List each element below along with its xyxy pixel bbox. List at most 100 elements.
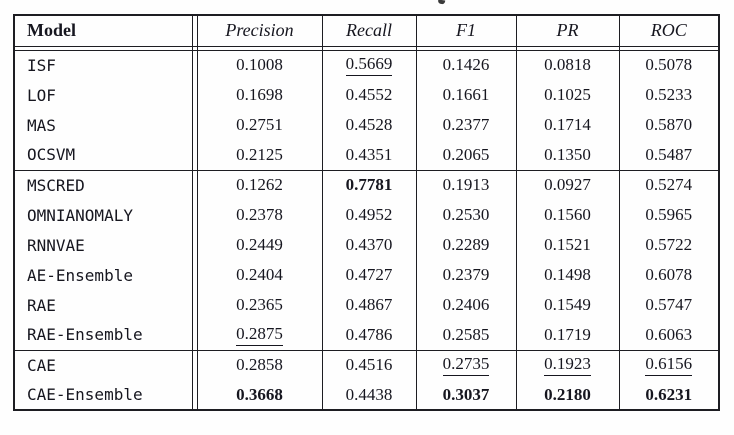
metric-value-cell: 0.5669 (321, 50, 416, 80)
table-row: MSCRED 0.1262 0.7781 0.1913 0.0927 0.5274 (14, 169, 719, 200)
metric-value: 0.2875 (236, 324, 283, 346)
metric-value: 0.2377 (442, 115, 490, 134)
model-name-cell: MSCRED (14, 169, 193, 200)
caption-artifact (437, 0, 446, 5)
metric-value-cell: 0.2065 (415, 140, 516, 170)
metric-value-cell: 0.6063 (618, 320, 719, 350)
metric-value: 0.1714 (544, 115, 591, 134)
metric-value: 0.1698 (236, 85, 283, 104)
metric-value: 0.1913 (442, 175, 490, 195)
metric-value: 0.4867 (345, 295, 393, 314)
metric-value: 0.1719 (544, 324, 591, 344)
metric-value-cell: 0.1262 (196, 169, 322, 200)
metric-value-cell: 0.1426 (415, 50, 516, 80)
metric-value: 0.2858 (236, 355, 283, 375)
column-header-model: Model (14, 15, 193, 47)
metric-value: 0.4528 (345, 115, 393, 134)
metric-value-cell: 0.1560 (515, 200, 619, 230)
model-group-proposed: CAE 0.2858 0.4516 0.2735 0.1923 0.6156 CAE-Ens… (14, 349, 719, 410)
metric-value-cell: 0.2751 (196, 110, 322, 140)
metric-value-cell: 0.2875 (196, 320, 322, 350)
metric-value-cell: 0.5487 (618, 140, 719, 170)
metric-value-cell: 0.4370 (321, 230, 416, 260)
metric-value-cell: 0.2289 (415, 230, 516, 260)
model-name-cell: RNNVAE (14, 230, 193, 260)
column-header-roc: ROC (618, 15, 719, 47)
metric-value-cell: 0.2365 (196, 290, 322, 320)
table-row: OMNIANOMALY 0.2378 0.4952 0.2530 0.1560 0.596… (14, 200, 719, 230)
metric-value-cell: 0.0927 (515, 169, 619, 200)
metric-value: 0.5487 (645, 144, 693, 164)
metric-value: 0.2585 (442, 324, 490, 344)
table-row: CAE 0.2858 0.4516 0.2735 0.1923 0.6156 (14, 349, 719, 380)
metric-value: 0.5078 (645, 55, 693, 75)
metric-value: 0.2065 (442, 144, 490, 164)
metric-value-cell: 0.1498 (515, 260, 619, 290)
metric-value-cell: 0.3037 (415, 380, 516, 410)
model-group-deep: MSCRED 0.1262 0.7781 0.1913 0.0927 0.5274 OMNI… (14, 169, 719, 350)
model-name-cell: CAE (14, 349, 193, 380)
metric-value-cell: 0.5722 (618, 230, 719, 260)
results-table: Model Precision Recall F1 PR ROC ISF 0.10… (13, 14, 720, 411)
metric-value-cell: 0.1521 (515, 230, 619, 260)
model-name-cell: OCSVM (14, 140, 193, 170)
metric-value-cell: 0.2858 (196, 349, 322, 380)
metric-value-cell: 0.5274 (618, 169, 719, 200)
metric-value-cell: 0.4786 (321, 320, 416, 350)
metric-value-cell: 0.3668 (196, 380, 322, 410)
metric-value: 0.6078 (645, 265, 693, 284)
model-name-cell: CAE-Ensemble (14, 380, 193, 410)
metric-value-cell: 0.2406 (415, 290, 516, 320)
metric-value-cell: 0.4351 (321, 140, 416, 170)
metric-value-cell: 0.1913 (415, 169, 516, 200)
metric-value: 0.5669 (345, 55, 393, 77)
table-row: LOF 0.1698 0.4552 0.1661 0.1025 0.5233 (14, 80, 719, 110)
metric-value: 0.2379 (442, 265, 490, 284)
metric-value: 0.1560 (544, 205, 591, 224)
model-name-cell: LOF (14, 80, 193, 110)
metric-value-cell: 0.0818 (515, 50, 619, 80)
metric-value-cell: 0.4516 (321, 349, 416, 380)
metric-value: 0.2125 (236, 144, 283, 164)
metric-value: 0.0818 (544, 55, 591, 75)
metric-value: 0.4351 (345, 144, 393, 164)
metric-value: 0.1549 (544, 295, 591, 314)
metric-value: 0.2404 (236, 265, 283, 284)
metric-value-cell: 0.1714 (515, 110, 619, 140)
metric-value-cell: 0.4438 (321, 380, 416, 410)
header-row: Model Precision Recall F1 PR ROC (14, 15, 719, 47)
metric-value-cell: 0.1025 (515, 80, 619, 110)
metric-value-cell: 0.2449 (196, 230, 322, 260)
metric-value: 0.1923 (544, 355, 591, 377)
model-name-cell: MAS (14, 110, 193, 140)
metric-value: 0.2378 (236, 205, 283, 224)
metric-value: 0.5747 (645, 295, 693, 314)
metric-value-cell: 0.2378 (196, 200, 322, 230)
table-row: RNNVAE 0.2449 0.4370 0.2289 0.1521 0.5722 (14, 230, 719, 260)
metric-value-cell: 0.2735 (415, 349, 516, 380)
metric-value: 0.1025 (544, 85, 591, 104)
metric-value-cell: 0.6156 (618, 349, 719, 380)
table-row: AE-Ensemble 0.2404 0.4727 0.2379 0.1498 0.607… (14, 260, 719, 290)
metric-value-cell: 0.4952 (321, 200, 416, 230)
model-name-cell: RAE-Ensemble (14, 320, 193, 350)
table-row: OCSVM 0.2125 0.4351 0.2065 0.1350 0.5487 (14, 140, 719, 170)
table-row: RAE 0.2365 0.4867 0.2406 0.1549 0.5747 (14, 290, 719, 320)
table-header: Model Precision Recall F1 PR ROC (14, 15, 719, 51)
metric-value: 0.1661 (442, 85, 490, 104)
metric-value-cell: 0.1661 (415, 80, 516, 110)
metric-value: 0.1426 (442, 55, 490, 75)
metric-value-cell: 0.6078 (618, 260, 719, 290)
double-rule-row (14, 46, 719, 51)
metric-value-cell: 0.1008 (196, 50, 322, 80)
metric-value-cell: 0.6231 (618, 380, 719, 410)
column-header-f1: F1 (415, 15, 516, 47)
metric-value: 0.4516 (345, 355, 393, 375)
metric-value-cell: 0.4552 (321, 80, 416, 110)
metric-value: 0.5965 (645, 205, 693, 224)
metric-value-cell: 0.2404 (196, 260, 322, 290)
table-row: ISF 0.1008 0.5669 0.1426 0.0818 0.5078 (14, 50, 719, 80)
metric-value: 0.3668 (236, 384, 283, 404)
metric-value-cell: 0.4867 (321, 290, 416, 320)
